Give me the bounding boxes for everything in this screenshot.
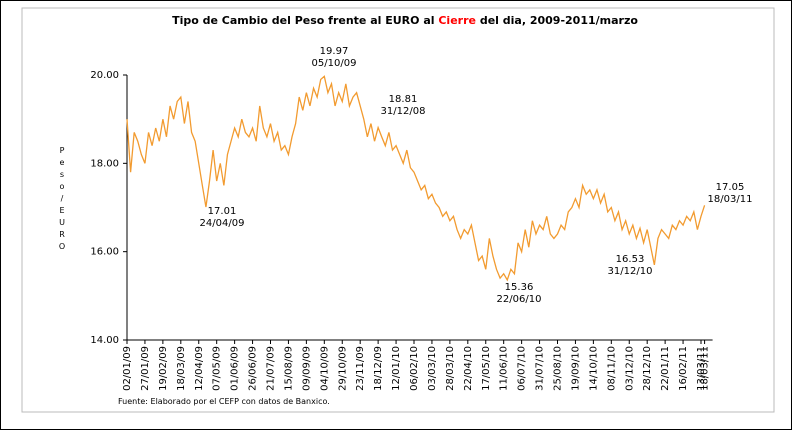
x-tick-label: 27/01/09 (140, 346, 151, 391)
annotation-value: 19.97 (320, 46, 349, 57)
x-tick-label: 31/07/10 (535, 346, 546, 391)
x-tick-label: 04/10/09 (319, 346, 330, 391)
x-tick-label: 06/07/10 (517, 346, 528, 391)
x-tick-label: 12/01/10 (391, 346, 402, 391)
annotation-value: 15.36 (505, 282, 534, 293)
annotation-date: 31/12/10 (608, 266, 653, 277)
x-tick-label: 07/05/09 (212, 346, 223, 391)
x-tick-label: 09/09/09 (301, 346, 312, 391)
x-tick-label: 11/06/10 (499, 346, 510, 391)
series-line (126, 75, 706, 282)
y-tick-label: 14.00 (90, 335, 119, 346)
x-tick-label: 19/09/10 (570, 346, 581, 391)
x-tick-label: 18/03/09 (176, 346, 187, 391)
annotation-value: 16.53 (616, 254, 645, 265)
x-tick-label: 28/03/10 (445, 346, 456, 391)
y-tick-label: 16.00 (90, 247, 119, 258)
title-part: Tipo de Cambio del Peso frente al EURO a… (172, 14, 438, 27)
x-tick-label: 22/01/11 (660, 346, 671, 391)
annotation-value: 18.81 (389, 94, 418, 105)
x-tick-label: 15/08/09 (283, 346, 294, 391)
source-note: Fuente: Elaborado por el CEFP con datos … (118, 397, 330, 406)
annotation-date: 24/04/09 (200, 218, 245, 229)
y-tick-label: 18.00 (90, 158, 119, 169)
x-tick-label: 23/11/09 (355, 346, 366, 391)
x-tick-label: 02/01/09 (122, 346, 133, 391)
x-tick-label: 03/03/10 (427, 346, 438, 391)
x-tick-label: 16/02/11 (678, 346, 689, 391)
x-tick-label: 06/02/10 (409, 346, 420, 391)
x-tick-label: 22/04/10 (463, 346, 474, 391)
title-part: del dia, 2009-2011/marzo (476, 14, 638, 27)
title-part: Cierre (438, 14, 476, 27)
x-tick-label: 12/04/09 (194, 346, 205, 391)
y-tick-label: 20.00 (90, 70, 119, 81)
x-tick-label: 26/06/09 (248, 346, 259, 391)
x-tick-label: 01/06/09 (230, 346, 241, 391)
annotation-value: 17.01 (208, 206, 237, 217)
annotation-value: 17.05 (716, 182, 745, 193)
x-tick-label: 17/05/10 (481, 346, 492, 391)
x-tick-label: 03/12/10 (624, 346, 635, 391)
x-tick-label: 08/11/10 (606, 346, 617, 391)
x-tick-label: 18/03/11 (700, 346, 711, 391)
x-tick-label: 29/10/09 (337, 346, 348, 391)
x-tick-label: 25/08/10 (553, 346, 564, 391)
x-tick-label: 13/03/11 (696, 346, 707, 391)
x-tick-label: 14/10/10 (588, 346, 599, 391)
x-tick-label: 18/12/09 (373, 346, 384, 391)
annotation-date: 22/06/10 (497, 294, 542, 305)
x-tick-label: 21/07/09 (266, 346, 277, 391)
annotation-date: 31/12/08 (381, 106, 426, 117)
chart-title: Tipo de Cambio del Peso frente al EURO a… (172, 14, 638, 27)
y-axis-label: Peso/EURO (58, 146, 67, 254)
annotation-date: 05/10/09 (312, 58, 357, 69)
x-tick-label: 28/12/10 (642, 346, 653, 391)
annotation-date: 18/03/11 (708, 194, 753, 205)
chart-frame (21, 7, 775, 413)
x-tick-label: 19/02/09 (158, 346, 169, 391)
